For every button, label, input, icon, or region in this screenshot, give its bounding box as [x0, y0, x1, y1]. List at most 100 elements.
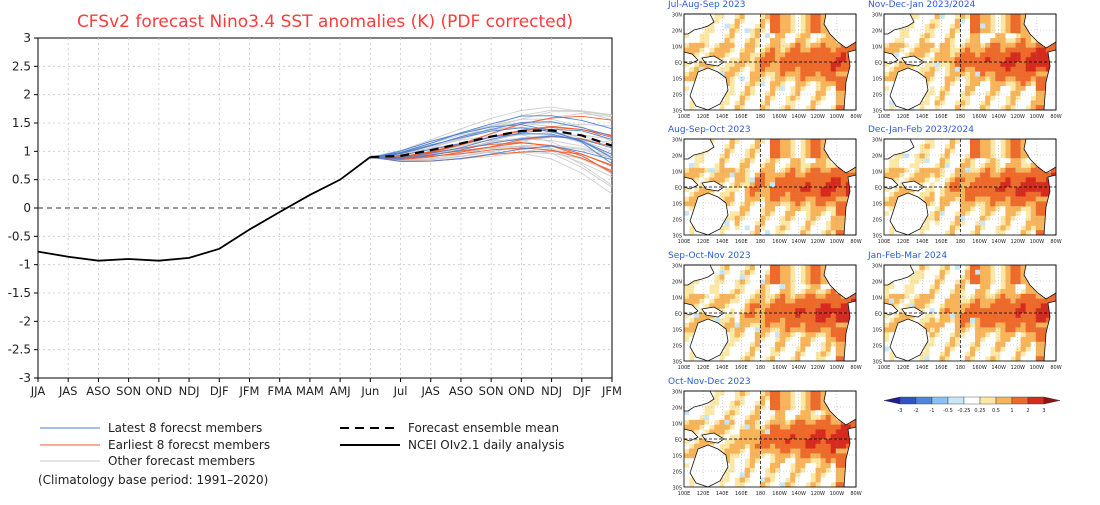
anomaly-cell: [704, 163, 710, 169]
anomaly-cell: [944, 105, 951, 111]
anomaly-cell: [770, 139, 776, 145]
anomaly-cell: [694, 289, 700, 295]
anomaly-cell: [800, 66, 806, 72]
anomaly-cell: [939, 182, 946, 188]
anomaly-cell: [684, 206, 690, 212]
anomaly-cell: [744, 482, 751, 488]
anomaly-cell: [985, 143, 991, 149]
anomaly-cell: [845, 187, 852, 193]
anomaly-cell: [714, 38, 720, 44]
anomaly-cell: [790, 57, 796, 63]
anomaly-cell: [800, 415, 806, 421]
anomaly-cell: [800, 57, 806, 63]
anomaly-cell: [785, 158, 791, 164]
map-panel-title: Oct-Nov-Dec 2023: [668, 377, 751, 387]
anomaly-cell: [689, 419, 695, 425]
anomaly-cell: [889, 201, 895, 207]
anomaly-cell: [840, 71, 847, 77]
anomaly-cell: [759, 429, 766, 435]
anomaly-cell: [970, 196, 976, 202]
anomaly-cell: [739, 351, 746, 357]
anomaly-cell: [985, 52, 991, 58]
anomaly-cell: [759, 167, 766, 173]
anomaly-cell: [749, 482, 756, 488]
anomaly-cell: [699, 303, 705, 309]
anomaly-cell: [949, 269, 956, 275]
anomaly-cell: [729, 42, 735, 48]
anomaly-cell: [785, 265, 791, 271]
anomaly-cell: [970, 57, 976, 63]
anomaly-cell: [739, 177, 746, 183]
anomaly-cell: [1040, 303, 1047, 309]
legend-label-latest: Latest 8 forecst members: [108, 421, 262, 435]
anomaly-cell: [704, 172, 710, 178]
anomaly-cell: [739, 14, 746, 20]
lat-label: 10S: [872, 328, 882, 334]
anomaly-cell: [684, 158, 690, 164]
anomaly-cell: [790, 298, 796, 304]
anomaly-cell: [929, 303, 935, 309]
anomaly-cell: [985, 211, 991, 217]
anomaly-cell: [970, 346, 976, 352]
anomaly-cell: [744, 308, 751, 314]
anomaly-cell: [929, 71, 935, 77]
anomaly-cell: [775, 105, 781, 111]
anomaly-cell: [1030, 303, 1037, 309]
anomaly-cell: [764, 14, 771, 20]
anomaly-cell: [805, 313, 811, 319]
map-frame: [683, 264, 857, 362]
anomaly-cell: [759, 395, 766, 401]
anomaly-cell: [825, 182, 832, 188]
anomaly-cell: [1000, 182, 1006, 188]
anomaly-cell: [840, 230, 847, 236]
anomaly-cell: [980, 187, 986, 193]
anomaly-cell: [775, 341, 781, 347]
anomaly-cell: [975, 86, 981, 92]
anomaly-cell: [785, 327, 791, 333]
anomaly-cell: [830, 201, 837, 207]
anomaly-cell: [780, 33, 786, 39]
anomaly-cell: [954, 327, 961, 333]
anomaly-cell: [805, 100, 811, 106]
anomaly-cell: [815, 33, 821, 39]
anomaly-cell: [770, 405, 776, 411]
anomaly-cell: [904, 153, 910, 159]
anomaly-cell: [805, 14, 811, 20]
anomaly-cell: [889, 33, 895, 39]
anomaly-cell: [949, 66, 956, 72]
anomaly-cell: [939, 215, 946, 221]
anomaly-cell: [1000, 341, 1006, 347]
anomaly-cell: [944, 351, 951, 357]
anomaly-cell: [1005, 177, 1011, 183]
anomaly-cell: [995, 139, 1001, 145]
anomaly-cell: [775, 167, 781, 173]
anomaly-cell: [775, 90, 781, 96]
anomaly-cell: [754, 303, 761, 309]
anomaly-cell: [954, 206, 961, 212]
anomaly-cell: [949, 90, 956, 96]
anomaly-cell: [1010, 57, 1016, 63]
y-axis: 32.521.510.50-0.5-1-1.5-2-2.5-3: [8, 31, 38, 385]
anomaly-cell: [985, 139, 991, 145]
anomaly-cell: [805, 139, 811, 145]
anomaly-cell: [980, 293, 986, 299]
anomaly-cell: [825, 415, 832, 421]
anomaly-cell: [805, 415, 811, 421]
anomaly-cell: [770, 391, 776, 397]
anomaly-cell: [770, 201, 776, 207]
anomaly-cell: [1010, 187, 1016, 193]
anomaly-cell: [800, 477, 806, 483]
anomaly-cell: [770, 265, 776, 271]
anomaly-cell: [835, 167, 842, 173]
anomaly-cell: [1005, 289, 1011, 295]
anomaly-cell: [749, 47, 756, 53]
anomaly-cell: [825, 346, 832, 352]
anomaly-cell: [764, 308, 771, 314]
anomaly-cell: [785, 415, 791, 421]
anomaly-cell: [954, 322, 961, 328]
anomaly-cell: [980, 148, 986, 154]
anomaly-cell: [835, 71, 842, 77]
anomaly-cell: [734, 47, 740, 53]
anomaly-cell: [815, 167, 821, 173]
anomaly-cell: [964, 332, 971, 338]
